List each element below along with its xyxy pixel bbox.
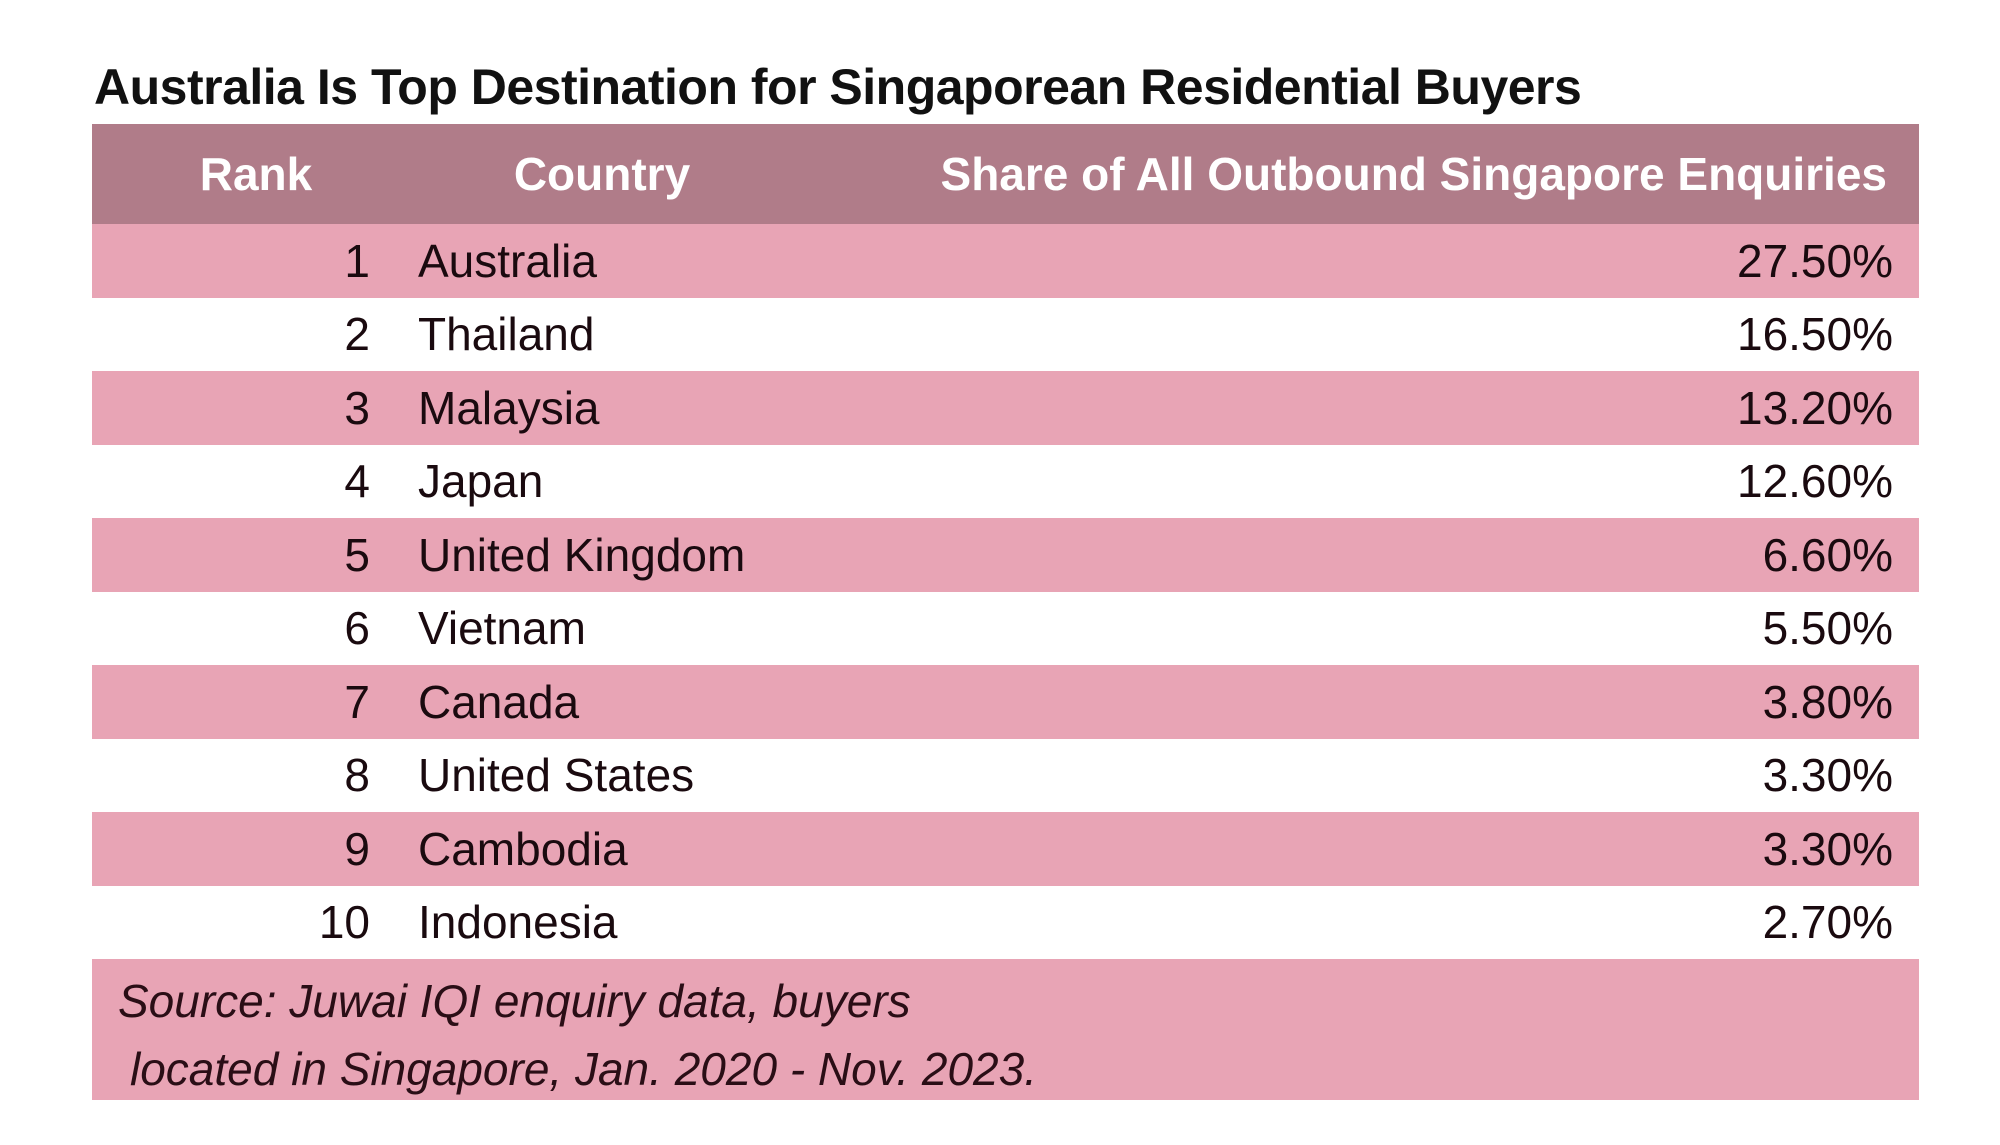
share-cell: 5.50% xyxy=(1762,602,1893,655)
share-cell: 2.70% xyxy=(1762,896,1893,949)
ranking-table: Rank Country Share of All Outbound Singa… xyxy=(92,124,1919,1100)
country-cell: Cambodia xyxy=(418,822,628,875)
table-row: 8 United States 3.30% xyxy=(92,739,1919,813)
header-rank: Rank xyxy=(199,148,313,200)
rank-cell: 3 xyxy=(344,381,370,434)
rank-cell: 10 xyxy=(318,896,370,949)
rank-cell: 1 xyxy=(344,234,370,287)
source-note: Source: Juwai IQI enquiry data, buyers l… xyxy=(92,959,1919,1100)
table-header: Rank Country Share of All Outbound Singa… xyxy=(92,124,1919,224)
table-row: 1 Australia 27.50% xyxy=(92,224,1919,298)
country-cell: Thailand xyxy=(418,308,595,361)
table-row: 9 Cambodia 3.30% xyxy=(92,812,1919,886)
table-row: 7 Canada 3.80% xyxy=(92,665,1919,739)
country-cell: Vietnam xyxy=(418,602,586,655)
table-row: 10 Indonesia 2.70% xyxy=(92,886,1919,960)
rank-cell: 2 xyxy=(344,308,370,361)
country-cell: Canada xyxy=(418,675,580,728)
rank-cell: 6 xyxy=(344,602,370,655)
table-row: 4 Japan 12.60% xyxy=(92,445,1919,519)
table-row: 6 Vietnam 5.50% xyxy=(92,592,1919,666)
country-cell: Malaysia xyxy=(418,381,600,434)
table-row: 3 Malaysia 13.20% xyxy=(92,371,1919,445)
source-line-1: Source: Juwai IQI enquiry data, buyers xyxy=(118,975,911,1027)
country-cell: United Kingdom xyxy=(418,528,746,581)
country-cell: Indonesia xyxy=(418,896,618,949)
country-cell: United States xyxy=(418,749,695,802)
share-cell: 6.60% xyxy=(1762,528,1893,581)
table-row: 2 Thailand 16.50% xyxy=(92,298,1919,372)
share-cell: 12.60% xyxy=(1736,455,1893,508)
rank-cell: 5 xyxy=(344,528,370,581)
country-cell: Japan xyxy=(418,455,544,508)
rank-cell: 7 xyxy=(344,675,370,728)
country-cell: Australia xyxy=(418,234,597,287)
header-share: Share of All Outbound Singapore Enquirie… xyxy=(940,148,1887,200)
share-cell: 13.20% xyxy=(1736,381,1893,434)
header-country: Country xyxy=(513,148,691,200)
share-cell: 27.50% xyxy=(1736,234,1893,287)
table-row: 5 United Kingdom 6.60% xyxy=(92,518,1919,592)
rank-cell: 8 xyxy=(344,749,370,802)
share-cell: 3.80% xyxy=(1762,675,1893,728)
share-cell: 3.30% xyxy=(1762,822,1893,875)
table-title: Australia Is Top Destination for Singapo… xyxy=(94,59,1582,115)
rank-cell: 4 xyxy=(344,455,370,508)
rank-cell: 9 xyxy=(344,822,370,875)
share-cell: 16.50% xyxy=(1736,308,1893,361)
share-cell: 3.30% xyxy=(1762,749,1893,802)
source-line-2: located in Singapore, Jan. 2020 - Nov. 2… xyxy=(130,1043,1037,1095)
